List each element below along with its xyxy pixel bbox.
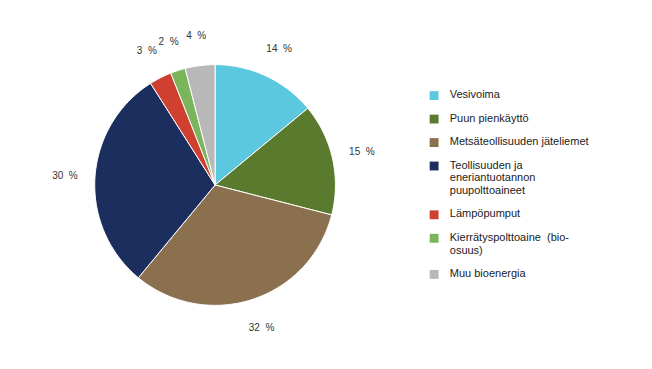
svg-text:14 %: 14 % [266,43,292,54]
svg-text:Vesivoima: Vesivoima [450,88,501,100]
svg-text:Lämpöpumput: Lämpöpumput [450,207,520,219]
svg-text:4 %: 4 % [186,30,206,41]
svg-text:15 %: 15 % [349,146,375,157]
svg-text:3 %: 3 % [137,45,157,56]
svg-text:2 %: 2 % [159,36,179,47]
svg-text:Puun pienkäyttö: Puun pienkäyttö [450,112,529,124]
svg-text:Metsäteollisuuden jäteliemet: Metsäteollisuuden jäteliemet [450,135,589,147]
svg-text:Muu bioenergia: Muu bioenergia [450,267,527,279]
svg-text:32 %: 32 % [249,322,275,333]
svg-text:Teollisuuden jaeneriantuotanno: Teollisuuden jaeneriantuotannonpuupoltto… [450,159,536,196]
svg-text:30 %: 30 % [52,170,78,181]
svg-text:Kierrätyspolttoaine (bio-osuu: Kierrätyspolttoaine (bio-osuus) [450,231,570,256]
